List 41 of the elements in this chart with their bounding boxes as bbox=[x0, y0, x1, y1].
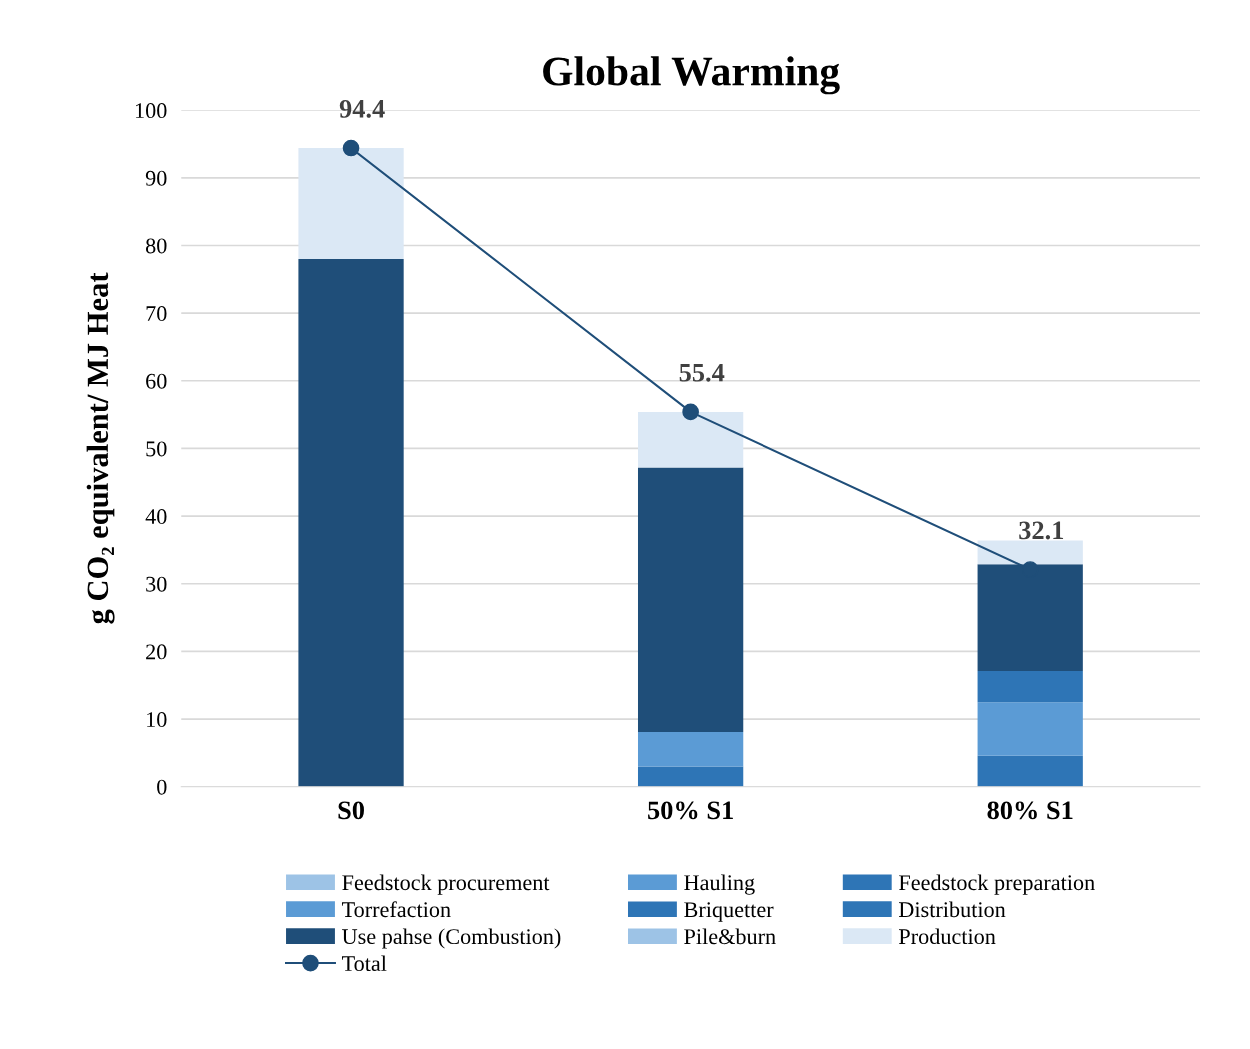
y-tick-label: 60 bbox=[146, 373, 167, 389]
data-label: 94.4 bbox=[339, 100, 385, 118]
data-label: 55.4 bbox=[679, 363, 725, 382]
bar bbox=[637, 731, 744, 767]
y-tick-label: 70 bbox=[146, 306, 167, 322]
bar bbox=[977, 540, 1083, 565]
x-tick-label: S0 bbox=[338, 801, 364, 820]
y-tick-label: 50 bbox=[146, 441, 167, 457]
chart-title: Global Warming bbox=[543, 56, 840, 95]
y-tick-label: 40 bbox=[145, 509, 167, 525]
y-tick-label: 90 bbox=[145, 170, 167, 186]
legend-label: Hauling bbox=[684, 874, 755, 895]
y-tick-label: 30 bbox=[146, 576, 167, 592]
bar bbox=[298, 259, 404, 787]
x-tick-label: 50% S1 bbox=[648, 801, 733, 820]
legend-label: Feedstock procurement bbox=[342, 874, 550, 895]
legend-label: Total bbox=[342, 955, 387, 972]
legend-label: Distribution bbox=[899, 901, 1006, 918]
y-tick-label: 0 bbox=[157, 779, 167, 795]
y-axis-title: g CO₂ equivalent/ MJ Heat bbox=[86, 272, 115, 624]
point bbox=[342, 139, 360, 157]
bar bbox=[977, 702, 1083, 756]
bar bbox=[977, 671, 1083, 703]
legend-label: Briquetter bbox=[684, 902, 774, 922]
legend-label: Torrefaction bbox=[342, 901, 451, 918]
y-tick-label: 10 bbox=[147, 712, 167, 728]
point bbox=[682, 403, 699, 421]
bar bbox=[637, 766, 744, 787]
legend-label: Pile&burn bbox=[684, 928, 776, 945]
legend-label: Feedstock preparation bbox=[899, 874, 1095, 895]
legend-label: Production bbox=[899, 928, 996, 945]
y-tick-label: 80 bbox=[145, 238, 167, 254]
bar bbox=[637, 411, 744, 468]
legend-label: Use pahse (Combustion) bbox=[342, 928, 561, 949]
bar bbox=[637, 467, 744, 732]
x-tick-label: 80% S1 bbox=[987, 801, 1073, 820]
y-tick-label: 20 bbox=[146, 644, 167, 660]
data-label: 32.1 bbox=[1019, 521, 1064, 540]
bar bbox=[298, 148, 404, 259]
y-tick-label: 100 bbox=[135, 103, 167, 119]
bar bbox=[977, 755, 1083, 787]
